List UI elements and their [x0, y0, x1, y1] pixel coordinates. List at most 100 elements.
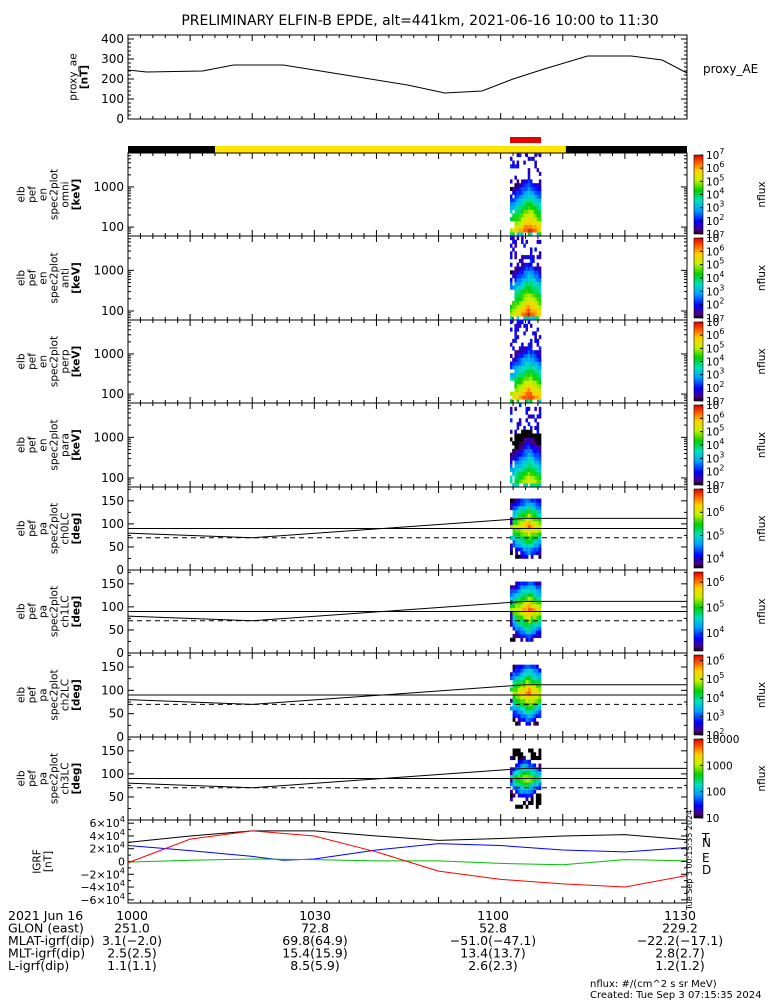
spectrogram-cell	[514, 448, 517, 453]
spectrogram-cell	[523, 190, 526, 195]
spectrogram-cell	[518, 452, 522, 457]
spectrogram-cell	[516, 205, 520, 210]
pitch-angle-cell	[512, 535, 516, 541]
spectrogram-cell	[536, 293, 540, 298]
spectrogram-cell	[538, 251, 542, 256]
spectrogram-cell	[518, 293, 522, 298]
spectrogram-cell	[521, 297, 524, 302]
spectrogram-cell	[538, 380, 542, 385]
igrf-legend-N: N	[702, 836, 711, 850]
spectrogram-cell	[523, 475, 526, 480]
spectrogram-cell	[521, 300, 524, 306]
y-tick-label: 100	[101, 517, 124, 531]
spectrogram-cell	[538, 372, 542, 377]
spectrogram-cell	[538, 467, 542, 473]
pitch-angle-cell	[512, 668, 516, 673]
spectrogram-cell	[532, 209, 535, 214]
pitch-angle-cell	[528, 604, 531, 609]
pitch-angle-cell	[538, 691, 542, 696]
spectrogram-cell	[538, 335, 542, 340]
spectrogram-cell	[534, 418, 537, 423]
spectrogram-cell	[523, 186, 526, 192]
spectrogram-cell	[527, 376, 531, 381]
spectrogram-cell	[509, 365, 513, 370]
pitch-angle-cell	[533, 521, 537, 526]
spectrogram-cell	[523, 202, 526, 207]
spectrogram-cell	[532, 387, 535, 392]
spectrogram-cell	[525, 270, 529, 275]
pitch-angle-cell	[517, 607, 521, 612]
colorbar-tick-label: 106	[706, 243, 724, 258]
colorbar-tick-label: 104	[706, 690, 724, 705]
spectrogram-cell	[525, 190, 529, 195]
pitch-angle-cell	[533, 782, 537, 787]
spectrogram-cell	[534, 312, 537, 317]
spectrogram-cell	[532, 414, 535, 419]
colorbar	[693, 488, 704, 569]
colorbar-tick-label: 107	[706, 230, 724, 245]
spectrogram-cell	[536, 183, 540, 188]
pitch-angle-cell	[520, 607, 524, 612]
spectrogram-cell	[532, 228, 535, 233]
y-axis-label: pa	[38, 522, 50, 535]
spectrogram-cell	[532, 156, 535, 161]
pitch-angle-cell	[509, 782, 513, 787]
spectrogram-cell	[523, 297, 526, 302]
pitch-angle-cell	[512, 543, 516, 548]
pitch-angle-cell	[525, 698, 529, 703]
pitch-angle-cell	[525, 664, 529, 669]
spectrogram-cell	[536, 365, 540, 370]
spectrogram-cell	[512, 357, 515, 362]
spectrogram-cell	[525, 418, 529, 423]
pitch-angle-cell	[533, 626, 537, 631]
spectrogram-cell	[529, 399, 533, 404]
pitch-angle-cell	[512, 611, 516, 616]
spectrogram-cell	[525, 365, 529, 370]
pitch-angle-cell	[525, 774, 529, 779]
spectrogram-cell	[516, 209, 520, 214]
pitch-angle-cell	[530, 698, 534, 703]
spectrogram-cell	[538, 179, 542, 184]
y-tick-label: 1000	[93, 263, 124, 277]
pitch-angle-cell	[520, 581, 524, 586]
pitch-angle-cell	[530, 691, 534, 696]
spectrogram-cell	[516, 391, 520, 396]
pitch-angle-cell	[520, 637, 524, 642]
pitch-angle-cell	[515, 550, 519, 556]
pitch-angle-cell	[517, 630, 521, 635]
pitch-angle-cell	[520, 585, 524, 590]
spectrogram-cell	[529, 475, 533, 480]
pitch-angle-cell	[538, 630, 542, 635]
spectrogram-cell	[521, 179, 524, 184]
spectrogram-cell	[534, 331, 537, 336]
pitch-angle-cell	[515, 604, 519, 609]
pitch-angle-cell	[522, 771, 526, 776]
spectrogram-cell	[516, 289, 520, 294]
y-axis-label: en	[38, 355, 50, 368]
spectrogram-cell	[514, 357, 517, 362]
spectrogram-cell	[518, 224, 522, 229]
spectrogram-cell	[514, 327, 517, 332]
spectrogram-cell	[521, 395, 524, 400]
spectrogram-cell	[527, 384, 531, 389]
pitch-angle-cell	[522, 543, 526, 548]
pitch-angle-cell	[533, 524, 537, 529]
spectrogram-cell	[514, 300, 517, 306]
spectrogram-cell	[538, 410, 542, 415]
pitch-angle-cell	[530, 756, 534, 761]
spectrogram-cell	[514, 224, 517, 229]
spectrogram-cell	[523, 380, 526, 385]
y-axis-label: pef	[27, 520, 39, 537]
spectrogram-cell	[532, 448, 535, 453]
pitch-angle-cell	[520, 774, 524, 779]
pitch-angle-cell	[512, 607, 516, 612]
pitch-angle-cell	[517, 698, 521, 703]
pitch-angle-cell	[528, 502, 531, 507]
spectrogram-cell	[525, 433, 529, 438]
pitch-angle-cell	[530, 676, 534, 681]
pitch-angle-cell	[528, 695, 531, 700]
pitch-angle-cell	[520, 706, 524, 711]
colorbar-label: nflux	[756, 181, 768, 207]
colorbar-tick-label: 107	[706, 481, 724, 496]
